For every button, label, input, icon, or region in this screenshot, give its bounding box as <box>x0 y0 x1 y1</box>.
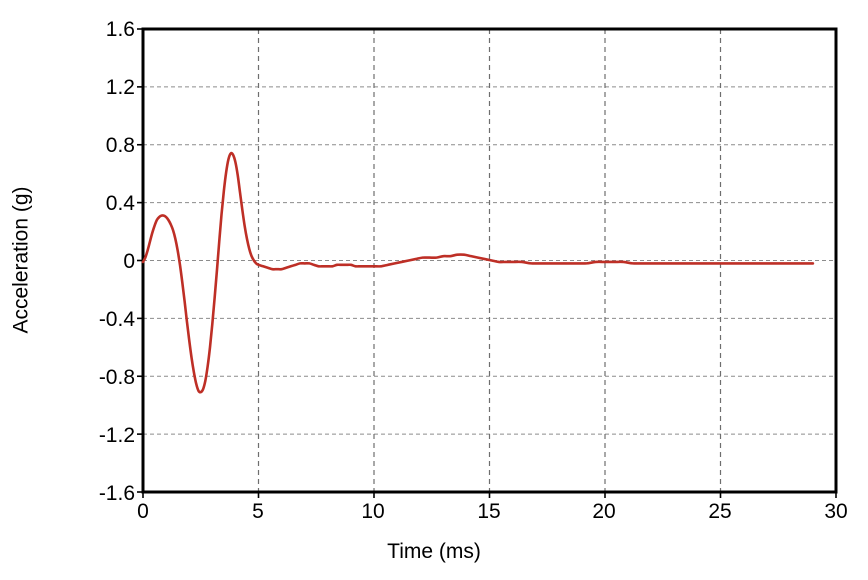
y-tick-label: 1.6 <box>105 18 135 41</box>
x-tick-label: 10 <box>361 500 385 523</box>
y-tick-label: 1.2 <box>105 76 135 99</box>
y-tick-label: -1.6 <box>98 482 135 505</box>
x-tick-label: 25 <box>708 500 732 523</box>
x-tick-label: 15 <box>477 500 501 523</box>
y-tick-label: -1.2 <box>98 424 135 447</box>
y-tick-label: 0.4 <box>105 192 135 215</box>
x-tick-label: 0 <box>137 500 149 523</box>
y-tick-label: 0 <box>123 250 135 273</box>
x-tick-label: 30 <box>824 500 848 523</box>
x-tick-label: 20 <box>592 500 616 523</box>
y-tick-label: -0.4 <box>98 308 135 331</box>
y-tick-label: -0.8 <box>98 366 135 389</box>
x-axis-title: Time (ms) <box>387 540 481 563</box>
data-line-acceleration <box>141 151 815 394</box>
gridlines-group <box>143 29 836 492</box>
x-tick-label: 5 <box>252 500 264 523</box>
y-tick-label: 0.8 <box>105 134 135 157</box>
